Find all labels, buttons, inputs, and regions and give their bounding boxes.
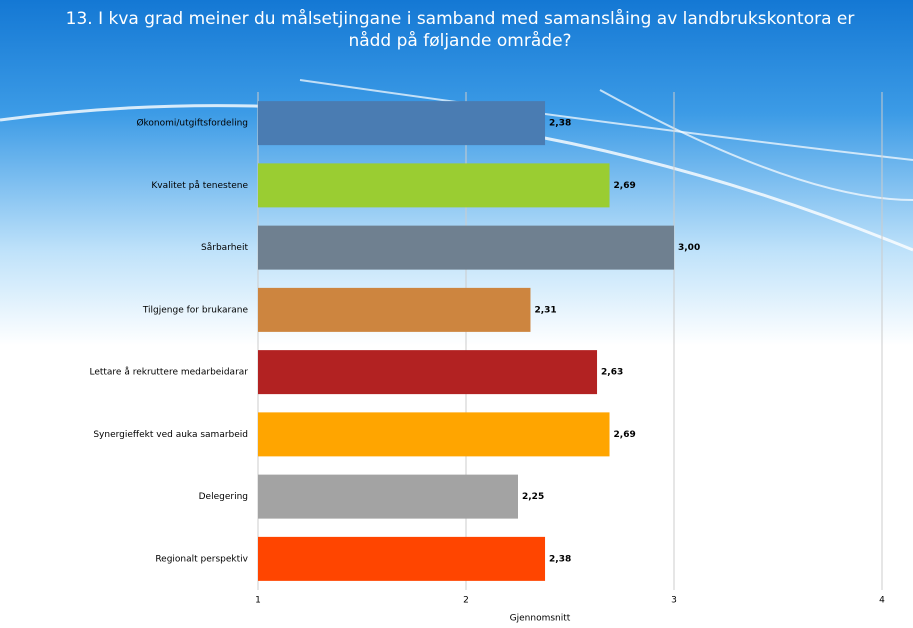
- bar: [258, 536, 546, 581]
- y-tick-label: Tilgjenge for brukarane: [142, 305, 249, 315]
- x-tick-label: 1: [255, 596, 261, 606]
- x-tick-label: 3: [671, 596, 677, 606]
- y-tick-label: Synergieffekt ved auka samarbeid: [93, 430, 248, 440]
- y-tick-label: Lettare å rekruttere medarbeidarar: [89, 367, 248, 378]
- bar: [258, 287, 531, 332]
- bar: [258, 350, 598, 395]
- y-tick-label: Regionalt perspektiv: [155, 554, 248, 564]
- x-tick-label: 4: [879, 596, 885, 606]
- data-label: 2,69: [614, 181, 636, 191]
- bar: [258, 225, 674, 270]
- data-label: 2,38: [549, 119, 571, 129]
- data-label: 2,38: [549, 554, 571, 564]
- data-label: 2,31: [534, 305, 556, 315]
- data-label: 2,25: [522, 492, 544, 502]
- data-label: 2,63: [601, 368, 623, 378]
- chart-title: 13. I kva grad meiner du målsetjingane i…: [65, 9, 855, 51]
- bar: [258, 101, 546, 146]
- x-axis-label: Gjennomsnitt: [510, 614, 571, 624]
- y-tick-label: Delegering: [199, 492, 248, 502]
- data-label: 2,69: [614, 430, 636, 440]
- data-label: 3,00: [678, 243, 700, 253]
- y-tick-label: Kvalitet på tenestene: [151, 180, 248, 191]
- x-tick-label: 2: [463, 596, 469, 606]
- y-tick-label: Sårbarheit: [201, 242, 248, 253]
- bar: [258, 412, 610, 457]
- y-tick-label: Økonomi/utgiftsfordeling: [136, 118, 248, 129]
- bar: [258, 163, 610, 208]
- bar: [258, 474, 518, 519]
